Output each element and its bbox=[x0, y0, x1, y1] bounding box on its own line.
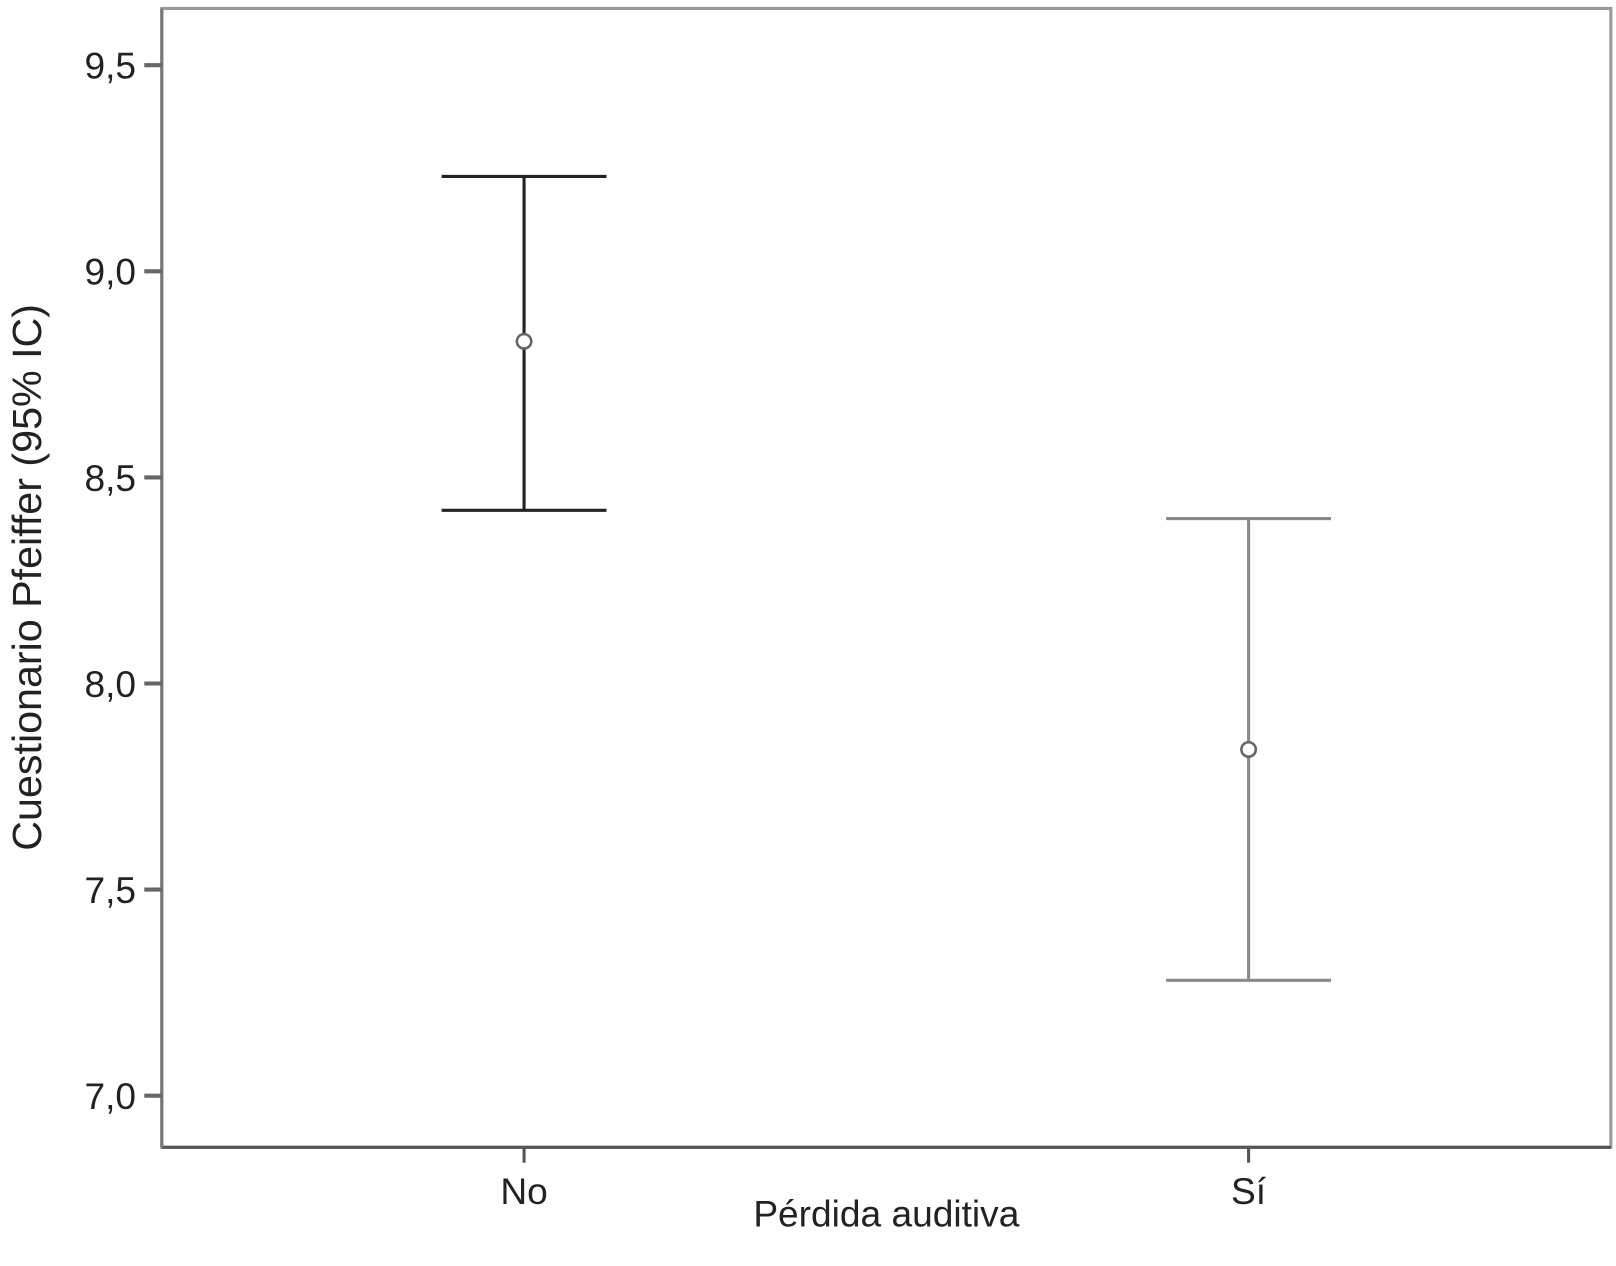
y-tick-label: 9,0 bbox=[84, 251, 136, 293]
y-tick-label: 9,5 bbox=[84, 45, 136, 87]
x-axis-label: Pérdida auditiva bbox=[753, 1193, 1019, 1235]
plot-frame bbox=[160, 6, 1613, 1149]
x-tick-label: Sí bbox=[1231, 1170, 1267, 1212]
error-bar-no bbox=[441, 174, 607, 512]
y-tick-label: 7,5 bbox=[84, 869, 136, 911]
error-bar-si bbox=[1166, 517, 1332, 982]
y-tick-label: 8,5 bbox=[84, 457, 136, 499]
x-tick-label: No bbox=[500, 1170, 547, 1212]
mean-marker bbox=[1240, 740, 1258, 758]
mean-marker bbox=[515, 332, 533, 350]
y-tick-label: 8,0 bbox=[84, 663, 136, 705]
y-axis-label: Cuestionario Pfeiffer (95% IC) bbox=[4, 304, 50, 851]
y-tick-label: 7,0 bbox=[84, 1075, 136, 1117]
